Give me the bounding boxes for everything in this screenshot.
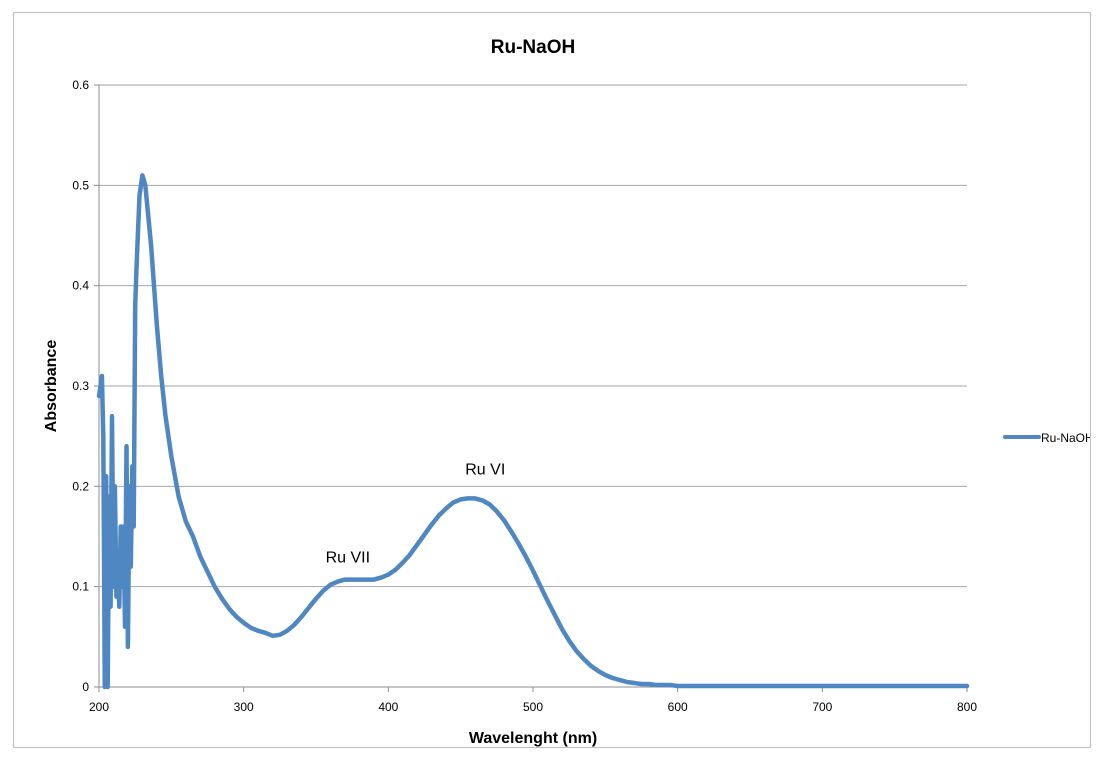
y-tick-label: 0.3 — [72, 379, 89, 393]
tick-labels: 0 0.1 0.2 0.3 0.4 0.5 0.6 200 300 400 500 600 700 800 — [72, 78, 977, 714]
y-tick-label: 0.4 — [72, 279, 89, 293]
y-tick-label: 0 — [82, 680, 89, 694]
legend: Ru-NaOH — [1003, 431, 1094, 445]
gridlines — [99, 84, 967, 588]
x-axis-label: Wavelenght (nm) — [469, 730, 597, 747]
x-tick-label: 500 — [523, 700, 543, 714]
x-tick-label: 800 — [957, 700, 977, 714]
chart-frame: Ru-NaOH 0 0.1 0.2 0.3 0.4 0.5 0.6 200 300 400 500 6… — [13, 12, 1094, 748]
x-tick-label: 700 — [812, 700, 832, 714]
legend-label-ru-naoh: Ru-NaOH — [1041, 431, 1090, 445]
annotation-label: Ru VI — [465, 461, 505, 478]
y-tick-label: 0.6 — [72, 78, 89, 92]
chart-title: Ru-NaOH — [491, 37, 575, 58]
absorbance-chart: Ru-NaOH 0 0.1 0.2 0.3 0.4 0.5 0.6 200 300 400 500 6… — [43, 37, 1094, 747]
x-tick-label: 600 — [668, 700, 688, 714]
y-tick-label: 0.2 — [72, 479, 89, 493]
y-tick-label: 0.1 — [72, 580, 89, 594]
annotations: Ru VII Ru VI — [326, 461, 506, 566]
annotation-label: Ru VII — [326, 550, 370, 567]
series-line-ru-naoh — [96, 173, 970, 690]
x-tick-label: 300 — [234, 700, 254, 714]
series-layer — [96, 173, 970, 690]
x-tick-label: 400 — [378, 700, 398, 714]
x-tick-label: 200 — [89, 700, 109, 714]
y-tick-label: 0.5 — [72, 178, 89, 192]
y-axis-label: Absorbance — [43, 340, 60, 433]
